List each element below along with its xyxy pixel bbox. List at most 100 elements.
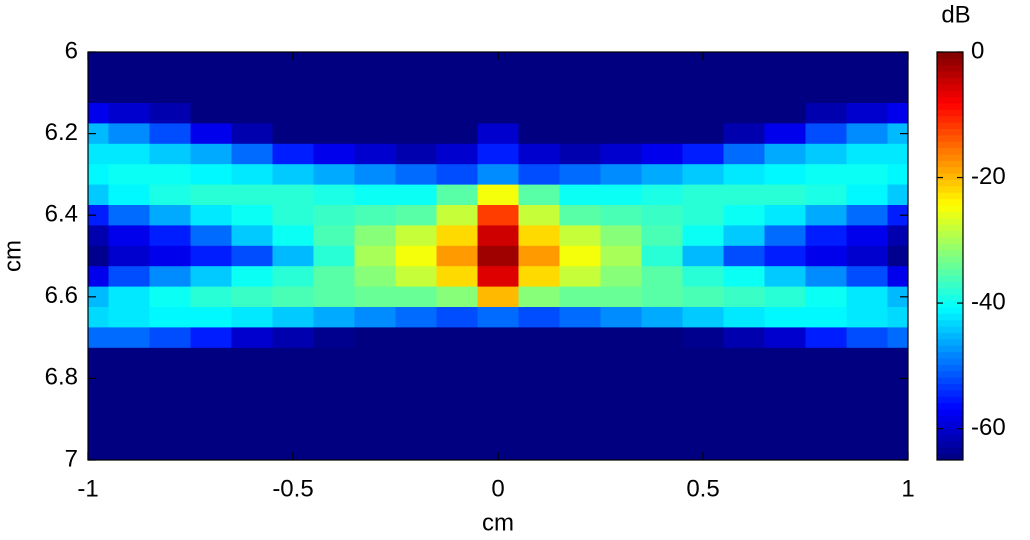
heatmap-cell (108, 266, 150, 288)
heatmap-cell (354, 245, 396, 267)
heatmap-cell (723, 347, 765, 369)
colorbar-swatch (937, 351, 963, 359)
heatmap-cell (313, 123, 355, 145)
heatmap-cell (436, 184, 478, 206)
x-tick-label: 0 (491, 475, 504, 502)
heatmap-cell (764, 143, 806, 165)
y-tick-label: 6 (65, 37, 78, 64)
heatmap-cell (641, 143, 683, 165)
heatmap-cell (559, 368, 601, 390)
heatmap-cell (682, 143, 724, 165)
heatmap-cell (641, 388, 683, 410)
heatmap-cell (272, 307, 314, 328)
heatmap-cell (559, 347, 601, 369)
heatmap-cell (477, 266, 519, 288)
heatmap-cell (272, 225, 314, 247)
colorbar-tick-label: -20 (971, 163, 1006, 190)
heatmap-cell (108, 225, 150, 247)
heatmap-cell (600, 184, 642, 206)
heatmap-cell (190, 388, 232, 410)
heatmap-cell (518, 225, 560, 247)
heatmap-cell (764, 164, 806, 186)
heatmap-cell (764, 286, 806, 308)
heatmap-cell (149, 409, 191, 430)
heatmap-cell (231, 409, 273, 430)
heatmap-cell (88, 103, 109, 124)
heatmap-cell (846, 245, 888, 267)
heatmap-cell (559, 164, 601, 186)
heatmap-cell (231, 307, 273, 328)
heatmap-cell (272, 409, 314, 430)
heatmap-cell (559, 205, 601, 226)
colorbar-swatch (937, 198, 963, 206)
y-tick-label: 6.2 (45, 119, 78, 146)
heatmap-cell (231, 347, 273, 369)
heatmap-cell (559, 143, 601, 165)
heatmap-cell (805, 327, 847, 349)
heatmap-cell (436, 409, 478, 430)
heatmap-cell (805, 225, 847, 247)
heatmap-cell (354, 429, 396, 451)
heatmap-cell (108, 409, 150, 430)
heatmap-cell (559, 123, 601, 145)
heatmap-cell (231, 205, 273, 226)
colorbar-swatch (937, 294, 963, 302)
heatmap-cell (313, 82, 355, 104)
heatmap-cell (846, 409, 888, 430)
heatmap-cell (682, 225, 724, 247)
heatmap-cell (272, 388, 314, 410)
heatmap-cell (149, 245, 191, 267)
heatmap-cell (88, 409, 109, 430)
heatmap-cell (108, 449, 150, 460)
heatmap-cell (108, 52, 150, 63)
heatmap-cell (477, 286, 519, 308)
heatmap-cell (559, 225, 601, 247)
heatmap-cell (436, 347, 478, 369)
heatmap-cell (231, 286, 273, 308)
heatmap (88, 52, 908, 460)
heatmap-cell (190, 82, 232, 104)
colorbar-swatch (937, 58, 963, 66)
heatmap-cell (641, 164, 683, 186)
colorbar-swatch (937, 345, 963, 353)
heatmap-cell (559, 327, 601, 349)
heatmap-cell (108, 143, 150, 165)
heatmap-cell (313, 164, 355, 186)
heatmap-cell (88, 62, 109, 84)
colorbar-swatch (937, 440, 963, 448)
heatmap-cell (682, 327, 724, 349)
heatmap-cell (764, 62, 806, 84)
heatmap-cell (190, 62, 232, 84)
colorbar-swatch (937, 217, 963, 225)
heatmap-cell (231, 429, 273, 451)
heatmap-cell (477, 184, 519, 206)
heatmap-cell (887, 62, 908, 84)
heatmap-cell (805, 184, 847, 206)
heatmap-cell (682, 184, 724, 206)
heatmap-cell (395, 388, 437, 410)
heatmap-cell (190, 368, 232, 390)
heatmap-cell (518, 123, 560, 145)
heatmap-cell (477, 103, 519, 124)
heatmap-cell (764, 123, 806, 145)
heatmap-cell (682, 347, 724, 369)
heatmap-cell (723, 449, 765, 460)
heatmap-cell (395, 307, 437, 328)
heatmap-cell (764, 409, 806, 430)
colorbar-swatch (937, 281, 963, 289)
heatmap-cell (764, 103, 806, 124)
colorbar-swatch (937, 319, 963, 327)
heatmap-cell (477, 388, 519, 410)
colorbar-swatch (937, 109, 963, 117)
heatmap-cell (723, 184, 765, 206)
heatmap-cell (846, 429, 888, 451)
heatmap-cell (149, 388, 191, 410)
colorbar-swatch (937, 211, 963, 219)
heatmap-cell (805, 286, 847, 308)
heatmap-cell (108, 82, 150, 104)
heatmap-cell (354, 164, 396, 186)
heatmap-cell (231, 245, 273, 267)
heatmap-cell (600, 388, 642, 410)
colorbar-swatch (937, 326, 963, 333)
heatmap-cell (354, 123, 396, 145)
